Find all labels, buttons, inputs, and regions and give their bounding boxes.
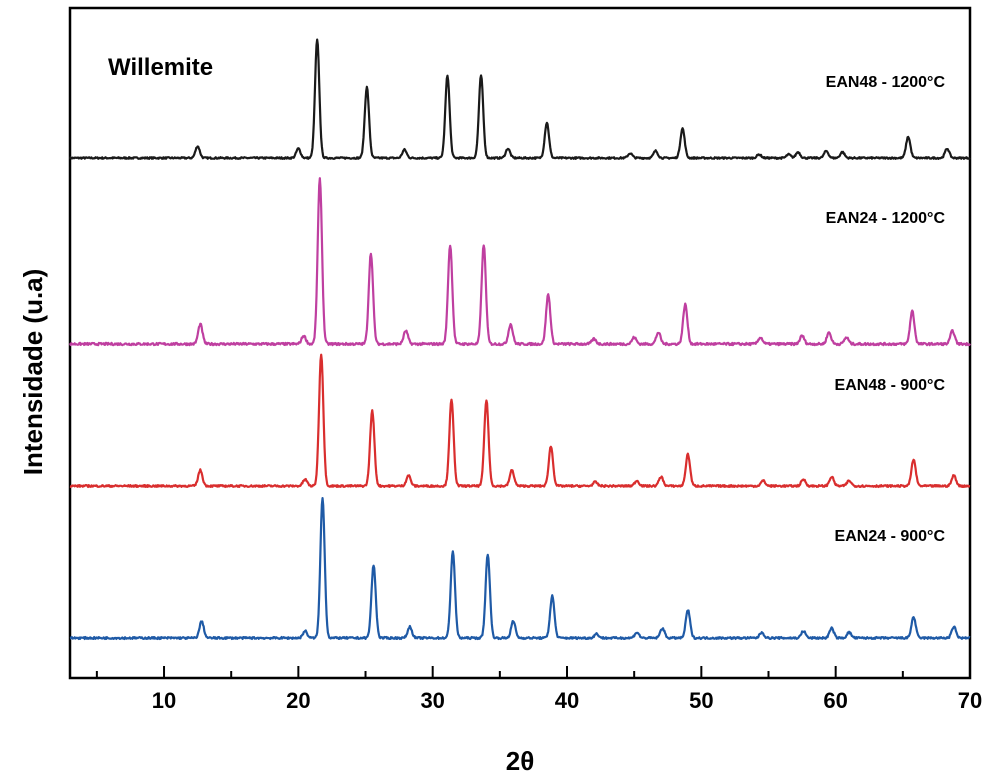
x-tick-label: 20 xyxy=(286,688,310,713)
series-label: EAN24 - 900°C xyxy=(835,528,946,545)
x-axis-ticks: 10 20 30 40 50 60 70 xyxy=(95,666,982,713)
series-line xyxy=(68,38,971,160)
series-line xyxy=(69,353,971,489)
x-tick-label: 40 xyxy=(555,688,579,713)
x-tick-label: 70 xyxy=(958,688,982,713)
x-tick-label: 30 xyxy=(420,688,444,713)
series-layer: EAN48 - 1200°C EAN24 - 1200°C EAN48 - 900°… xyxy=(68,38,971,641)
x-tick-label: 10 xyxy=(152,688,176,713)
x-axis-title: 2θ xyxy=(506,746,535,776)
y-axis-title: Intensidade (u.a) xyxy=(18,269,48,476)
x-tick-label: 60 xyxy=(823,688,847,713)
annotation-willemite: Willemite xyxy=(108,54,213,81)
series-line xyxy=(68,177,971,347)
x-tick-label: 50 xyxy=(689,688,713,713)
series-label: EAN48 - 900°C xyxy=(835,377,946,394)
series-label: EAN24 - 1200°C xyxy=(826,210,946,227)
series-label: EAN48 - 1200°C xyxy=(826,74,946,91)
series-line xyxy=(69,496,971,641)
